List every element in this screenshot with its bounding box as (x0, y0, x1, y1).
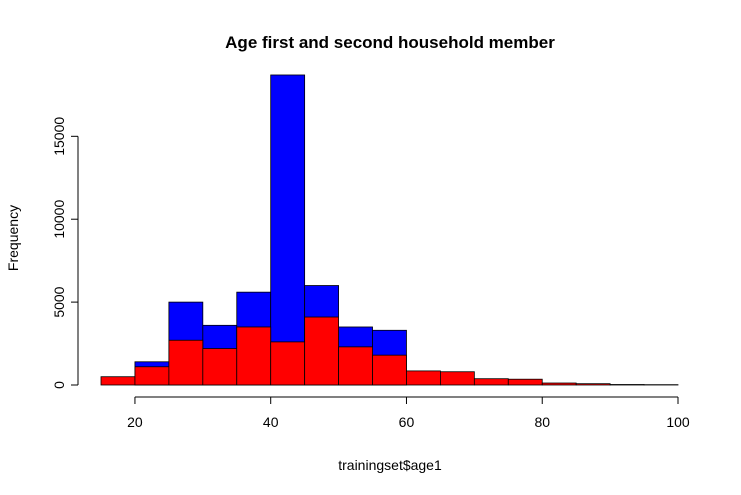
x-tick-label-100: 100 (666, 414, 690, 430)
bar-series2-bin-10 (440, 371, 475, 386)
y-tick-label-10000: 10000 (51, 200, 67, 239)
x-axis-label: trainingset$age1 (338, 457, 442, 473)
bar-series2-bin-6 (304, 316, 339, 386)
y-axis-label: Frequency (5, 205, 21, 271)
bar-series2-bin-4 (236, 326, 272, 386)
bar-series2-bin-12 (507, 378, 543, 386)
bar-series2-bin-14 (575, 383, 611, 386)
bar-series1-bin-5 (270, 74, 306, 386)
bars-group (100, 74, 679, 386)
bar-series2-bin-11 (473, 378, 509, 386)
y-tick-label-0: 0 (51, 381, 67, 389)
bar-series2-bin-0 (100, 376, 136, 386)
y-tick-label-5000: 5000 (51, 286, 67, 317)
x-tick-label-20: 20 (127, 414, 143, 430)
chart-title: Age first and second household member (225, 33, 555, 52)
y-tick-label-15000: 15000 (51, 117, 67, 156)
bar-series2-bin-7 (338, 346, 373, 386)
bar-series2-bin-9 (406, 370, 441, 386)
x-axis: 20 40 60 80 100 (127, 396, 690, 430)
x-tick-label-80: 80 (534, 414, 550, 430)
bar-series2-bin-1 (134, 366, 170, 386)
x-tick-label-40: 40 (263, 414, 279, 430)
bar-series2-bin-2 (168, 339, 204, 386)
bar-series2-bin-3 (202, 348, 238, 386)
y-axis: 0 5000 10000 15000 (51, 117, 79, 389)
bar-series2-bin-5 (270, 341, 306, 386)
bar-series2-bin-8 (372, 354, 407, 386)
x-tick-label-60: 60 (399, 414, 415, 430)
bar-series2-bin-13 (541, 382, 577, 386)
